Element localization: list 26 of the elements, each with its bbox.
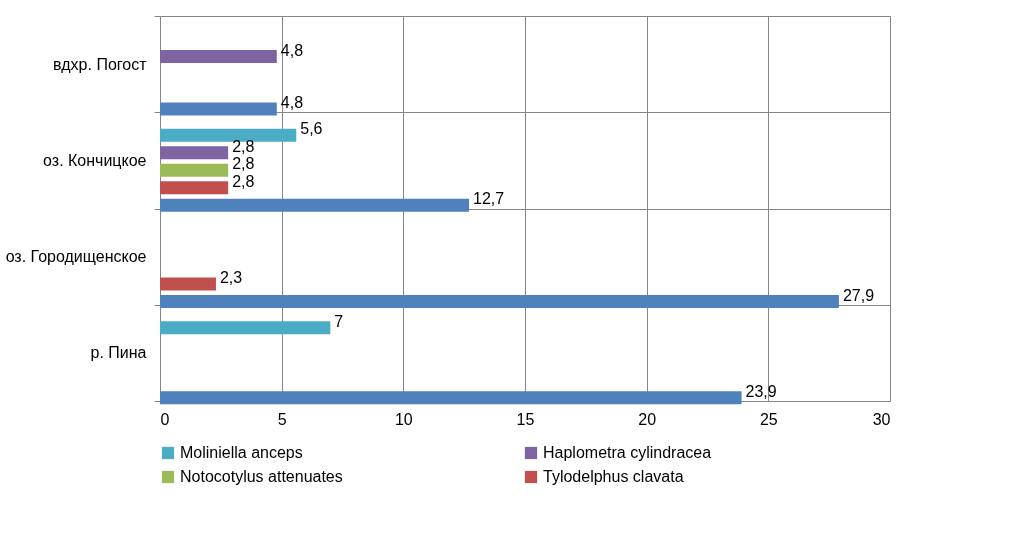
y-tick-label: оз. Городищенское: [5, 248, 147, 266]
x-tick-label: 10: [394, 410, 413, 428]
legend-label: Moliniella anceps: [180, 444, 303, 461]
data-label: 12,7: [473, 190, 505, 208]
x-tick-label: 30: [872, 410, 891, 428]
legend-label: Notocotylus attenuates: [180, 468, 343, 485]
y-tick-label: р. Пина: [90, 344, 147, 362]
x-tick-label: 15: [516, 410, 535, 428]
data-label: 2,8: [232, 155, 255, 173]
data-label: 2,8: [232, 172, 255, 190]
data-label: 7: [334, 312, 344, 330]
data-label: 4,8: [280, 41, 304, 59]
x-tick-label: 5: [277, 410, 287, 428]
data-label: 2,8: [232, 137, 255, 155]
data-label: 27,9: [842, 286, 875, 304]
legend-label: Tylodelphus clavata: [543, 468, 684, 485]
data-label: 2,3: [219, 269, 243, 287]
data-label: 4,8: [280, 94, 304, 112]
x-tick-label: 25: [759, 410, 778, 428]
data-label: 23,9: [745, 382, 777, 400]
x-tick-label: 0: [160, 410, 170, 428]
legend-label: Haplometra cylindracea: [543, 444, 712, 461]
y-tick-label: оз. Кончицкое: [43, 151, 147, 169]
x-tick-label: 20: [638, 410, 657, 428]
y-tick-label: вдхр. Погост: [52, 55, 148, 73]
data-label: 5,6: [300, 120, 323, 138]
